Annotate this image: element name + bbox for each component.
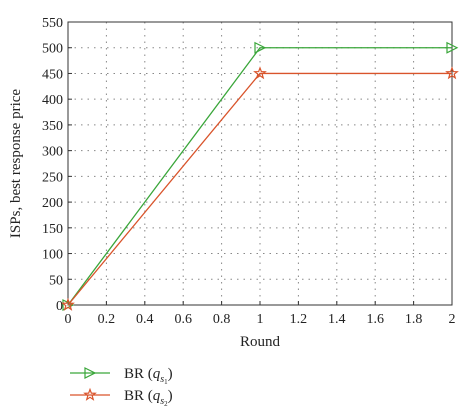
x-tick-label: 1.2 [290,312,308,327]
y-tick-label: 450 [42,67,63,82]
y-tick-label: 50 [49,273,63,288]
tick-labels: 0 50 100 150 200 250 300 350 400 450 500 550 0 0.2 0.4… [42,16,456,327]
data-point-marker [254,41,267,54]
legend-label-sub: s [160,396,164,407]
legend-label: BR (qs1) [124,366,173,386]
x-tick-label: 0.6 [174,312,192,327]
legend-label-suffix: ) [168,388,173,404]
x-tick-label: 0.4 [136,312,154,327]
data-point-marker [445,66,459,80]
legend-marker [84,367,97,379]
x-tick-label: 1 [257,312,264,327]
legend-label-subsub: 1 [164,378,168,386]
y-axis-label: ISPs, best response price [8,89,24,238]
data-point-marker [61,297,75,311]
series-1 [62,41,459,311]
y-tick-label: 200 [42,196,63,211]
y-tick-label: 150 [42,222,63,237]
y-tick-label: 500 [42,42,63,57]
legend-entry: BR (qs1) [70,366,173,386]
series-2 [61,66,459,311]
legend-label-sub: s [160,374,164,385]
y-tick-label: 300 [42,145,63,160]
legend-label-prefix: BR ( [124,366,153,382]
data-point-marker [253,66,267,80]
y-tick-label: 550 [42,16,63,31]
legend-label-var: q [153,366,161,382]
legend-entry: BR (qs2) [70,387,173,408]
legend-label-subsub: 2 [164,400,168,408]
x-axis-label: Round [240,334,281,350]
x-tick-label: 1.8 [405,312,423,327]
x-tick-label: 2 [449,312,456,327]
x-tick-label: 1.4 [328,312,346,327]
legend-marker [83,387,97,401]
y-tick-label: 350 [42,119,63,134]
y-tick-label: 100 [42,248,63,263]
y-tick-label: 400 [42,93,63,108]
y-tick-label: 250 [42,170,63,185]
legend-label-var: q [153,388,161,404]
x-tick-label: 0.8 [213,312,231,327]
y-tick-label: 0 [56,299,63,314]
legend-label-prefix: BR ( [124,388,153,404]
legend-label: BR (qs2) [124,388,173,408]
grid-lines [68,21,453,305]
x-tick-label: 0.2 [98,312,116,327]
series-line [67,47,452,306]
data-series [61,41,459,311]
series-line [67,72,452,306]
x-tick-label: 0 [65,312,72,327]
x-tick-label: 1.6 [366,312,384,327]
legend: BR (qs1)BR (qs2) [70,366,173,408]
data-point-marker [446,41,459,54]
legend-label-suffix: ) [168,366,173,382]
